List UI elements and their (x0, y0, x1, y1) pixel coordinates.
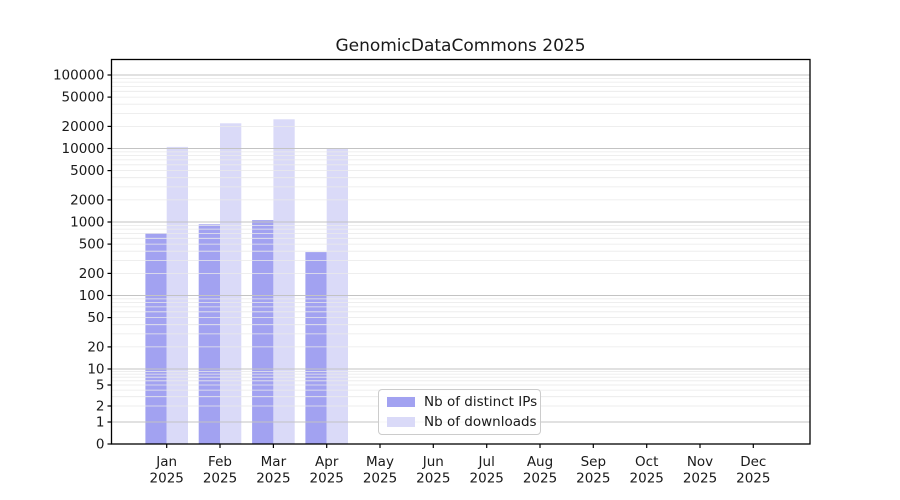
x-tick-label-month: Dec (740, 454, 766, 470)
x-tick-label-year: 2025 (736, 471, 770, 487)
bar-nb-of-distinct-ips-jan (145, 233, 167, 444)
x-tick-label-month: Mar (261, 454, 287, 470)
y-tick-label: 200 (79, 266, 105, 282)
x-tick-label-month: Oct (635, 454, 658, 470)
x-tick-label-year: 2025 (150, 471, 184, 487)
y-tick-label: 2 (96, 399, 105, 415)
axes-spines (110, 58, 811, 445)
x-tick-label-month: Nov (687, 454, 713, 470)
y-tick-label: 2000 (70, 192, 104, 208)
x-tick-label-year: 2025 (363, 471, 397, 487)
chart-title: GenomicDataCommons 2025 (335, 36, 586, 56)
y-tick-label: 100000 (53, 68, 105, 84)
y-tick-label: 5 (96, 378, 105, 394)
bar-nb-of-downloads-apr (326, 148, 348, 445)
x-tick-label-month: Sep (581, 454, 606, 470)
bar-nb-of-distinct-ips-mar (252, 220, 274, 444)
x-tick-label-year: 2025 (256, 471, 290, 487)
x-tick-label-year: 2025 (683, 471, 717, 487)
legend-label-distinct-ips: Nb of distinct IPs (424, 394, 538, 410)
y-tick-label: 20 (87, 339, 104, 355)
legend-item-downloads: Nb of downloads (387, 414, 540, 430)
y-tick-label: 1 (96, 415, 105, 431)
x-tick-label-month: Jan (155, 454, 177, 470)
legend-swatch-downloads-icon (387, 417, 415, 427)
y-tick-label: 5000 (70, 163, 104, 179)
legend-swatch-distinct-ips-icon (387, 397, 415, 407)
y-tick-label: 50000 (62, 90, 105, 106)
legend-item-distinct-ips: Nb of distinct IPs (387, 394, 540, 410)
legend: Nb of distinct IPs Nb of downloads (378, 389, 541, 435)
x-tick-label-month: Jun (422, 454, 444, 470)
x-tick-label-year: 2025 (576, 471, 610, 487)
x-tick-label-year: 2025 (470, 471, 504, 487)
x-tick-label-month: May (366, 454, 394, 470)
bar-nb-of-downloads-feb (220, 123, 242, 445)
x-tick-label-year: 2025 (630, 471, 664, 487)
bar-nb-of-downloads-mar (273, 119, 295, 445)
x-tick-label-year: 2025 (416, 471, 450, 487)
y-tick-label: 50 (87, 310, 104, 326)
x-tick-label-year: 2025 (310, 471, 344, 487)
x-tick-label-year: 2025 (203, 471, 237, 487)
x-tick-label-month: Aug (527, 454, 553, 470)
y-tick-label: 20000 (62, 119, 105, 135)
y-tick-label: 0 (96, 437, 105, 453)
y-tick-label: 500 (79, 237, 105, 253)
y-tick-label: 1000 (70, 215, 104, 231)
bar-nb-of-distinct-ips-apr (305, 252, 327, 444)
legend-label-downloads: Nb of downloads (424, 414, 537, 430)
y-tick-label: 10000 (62, 141, 105, 157)
x-tick-label-month: Apr (315, 454, 339, 470)
y-tick-label: 10 (87, 362, 104, 378)
y-tick-label: 100 (79, 288, 105, 304)
x-tick-label-year: 2025 (523, 471, 557, 487)
x-tick-label-month: Jul (478, 454, 495, 470)
x-tick-label-month: Feb (208, 454, 232, 470)
